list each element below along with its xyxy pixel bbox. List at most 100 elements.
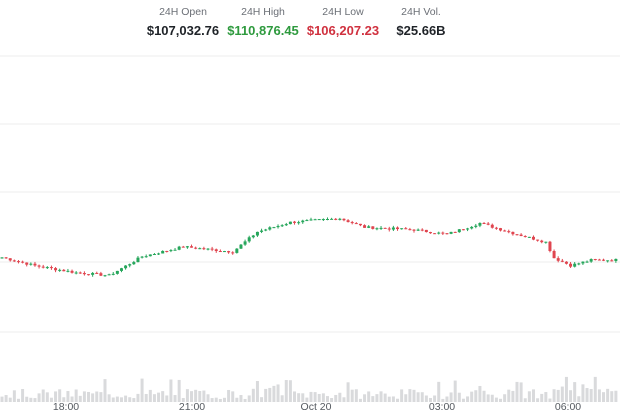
volume-bar xyxy=(334,394,338,402)
candle xyxy=(29,263,33,265)
candle xyxy=(227,251,231,253)
candle xyxy=(531,236,535,240)
candle xyxy=(424,229,428,233)
volume-bar xyxy=(379,391,383,402)
volume-bar xyxy=(325,396,329,402)
candle xyxy=(408,229,412,231)
candle xyxy=(585,261,589,263)
candle xyxy=(284,224,288,226)
stat-high: 24H High $110,876.45 xyxy=(208,6,318,38)
candle xyxy=(148,254,152,257)
volume-bar xyxy=(519,382,523,402)
volume-bar xyxy=(478,385,482,402)
candle xyxy=(177,246,181,250)
candle xyxy=(470,226,474,229)
candle xyxy=(12,260,16,262)
candle xyxy=(21,261,25,263)
candle xyxy=(313,219,317,221)
volume-bar xyxy=(99,392,103,402)
candle xyxy=(152,254,156,256)
candle xyxy=(297,222,301,224)
candle xyxy=(301,220,305,223)
volume-bar xyxy=(152,394,156,402)
candle xyxy=(37,265,41,267)
candle xyxy=(74,272,78,274)
volume-bar xyxy=(70,396,74,402)
candle xyxy=(198,248,202,250)
volume-bar xyxy=(597,389,601,402)
volume-bar xyxy=(313,392,317,402)
candle xyxy=(499,228,503,231)
candle xyxy=(338,218,342,220)
candle xyxy=(119,268,123,271)
candle xyxy=(482,223,486,225)
volume-bar xyxy=(255,381,259,402)
candle xyxy=(144,256,148,258)
candle xyxy=(342,218,346,221)
volume-bar xyxy=(503,394,507,402)
volume-bar xyxy=(396,398,400,402)
volume-bar xyxy=(284,380,288,402)
candle xyxy=(433,233,437,235)
candle xyxy=(346,220,350,223)
candle xyxy=(115,270,119,274)
candle xyxy=(577,263,581,265)
volume-bar xyxy=(523,398,527,402)
volume-bar xyxy=(119,397,123,402)
volume-bar xyxy=(449,392,453,402)
volume-bar xyxy=(276,384,280,402)
candle xyxy=(569,263,573,267)
volume-bar xyxy=(552,389,556,402)
volume-bar xyxy=(367,391,371,402)
volume-bar xyxy=(420,392,424,402)
candle xyxy=(560,260,564,262)
volume-bar xyxy=(288,380,292,402)
candle xyxy=(95,272,99,274)
volume-bar xyxy=(82,391,86,402)
volume-bar xyxy=(482,390,486,402)
candle xyxy=(325,218,329,220)
candle xyxy=(396,227,400,230)
volume-bar xyxy=(593,376,597,402)
volume-bar xyxy=(494,397,498,402)
volume-bar xyxy=(54,391,58,402)
candle xyxy=(453,231,457,233)
volume-bar xyxy=(330,398,334,402)
volume-bar xyxy=(37,393,41,402)
candle xyxy=(264,229,268,231)
candle xyxy=(334,218,338,220)
volume-bar xyxy=(218,398,222,402)
volume-bar xyxy=(144,393,148,402)
candle xyxy=(210,248,214,250)
volume-bar xyxy=(169,379,173,402)
volume-bar xyxy=(222,397,226,402)
volume-bar xyxy=(428,397,432,402)
volume-bar xyxy=(202,390,206,402)
candle xyxy=(136,257,140,263)
volume-bar xyxy=(548,398,552,402)
candle xyxy=(218,251,222,253)
candle xyxy=(165,250,169,252)
candle xyxy=(276,225,280,228)
candle xyxy=(416,229,420,231)
volume-bar xyxy=(239,395,243,402)
candle xyxy=(412,229,416,231)
volume-bar xyxy=(231,391,235,402)
volume-bar xyxy=(272,385,276,402)
x-tick-label: 06:00 xyxy=(555,401,581,410)
candle xyxy=(45,267,49,269)
volume-bar xyxy=(606,388,610,402)
candle xyxy=(387,228,391,230)
volume-bar xyxy=(251,388,255,402)
candle xyxy=(4,257,8,259)
candle xyxy=(255,231,259,236)
volume-bar xyxy=(346,382,350,402)
volume-bar xyxy=(177,379,181,402)
candle xyxy=(564,261,568,264)
candle xyxy=(62,269,66,272)
volume-bar xyxy=(474,390,478,402)
volume-bar xyxy=(441,398,445,402)
volume-bar xyxy=(470,391,474,402)
stat-vol-label: 24H Vol. xyxy=(401,6,441,18)
